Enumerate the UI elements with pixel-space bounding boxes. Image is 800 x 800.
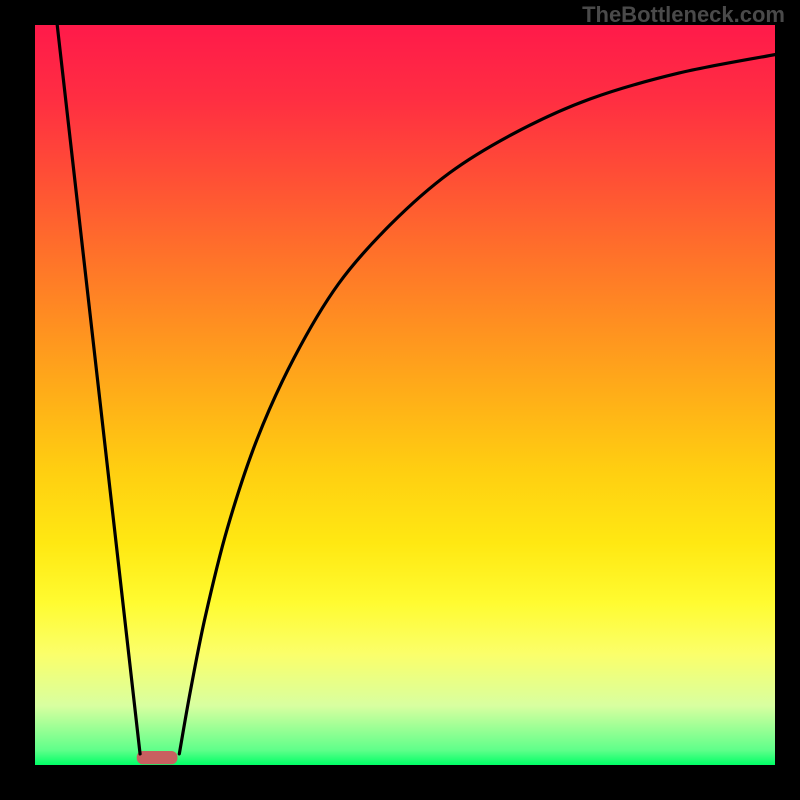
curves-layer [35,25,775,765]
left-segment [57,25,140,754]
right-curve [179,55,775,754]
plot-area [35,25,775,765]
optimum-marker [137,751,178,764]
attribution-text: TheBottleneck.com [582,2,785,28]
